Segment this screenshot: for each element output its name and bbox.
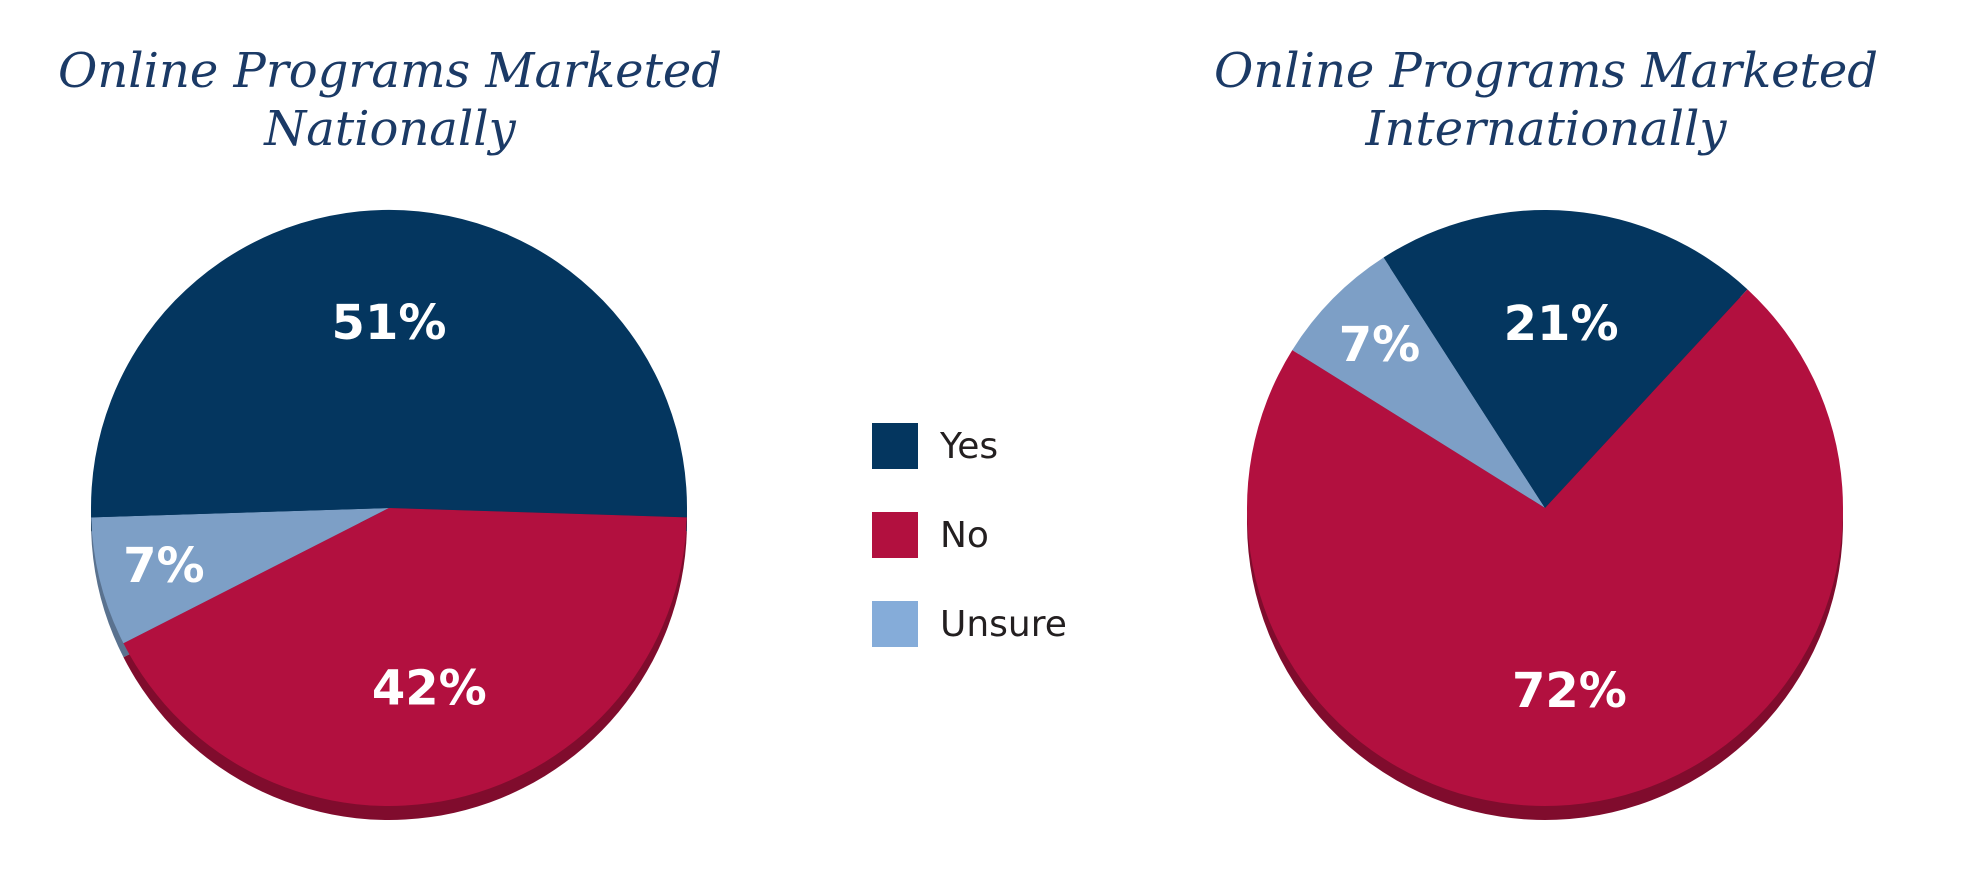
chart-title-international-line-2: Internationally	[1365, 101, 1727, 157]
pie-national-slice-yes	[90, 209, 687, 518]
chart-title-national-line-1: Online Programs Marketed	[57, 43, 722, 99]
pie-international-slice-yes	[1383, 210, 1748, 509]
legend-item-unsure: Unsure	[872, 601, 1067, 647]
chart-title-international-line-1: Online Programs Marketed	[1213, 43, 1878, 99]
legend-label-no: No	[940, 514, 989, 556]
legend-item-yes: Yes	[872, 423, 1067, 469]
legend-label-yes: Yes	[940, 425, 999, 467]
pie-international-slice-no	[1246, 289, 1843, 807]
legend-swatch-no	[872, 512, 918, 558]
pie-international-label-yes: 21%	[1504, 296, 1619, 352]
pie-national-label-no: 42%	[372, 660, 487, 716]
chart-title-national: Online Programs Marketed Nationally	[0, 42, 800, 158]
legend-swatch-unsure	[872, 601, 918, 647]
pie-international: 7% 21% 72%	[1246, 210, 1843, 821]
pie-national-slice-no	[123, 508, 687, 806]
legend-swatch-yes	[872, 423, 918, 469]
pie-national-label-yes: 51%	[332, 295, 447, 351]
legend-item-no: No	[872, 512, 1067, 558]
pie-national: 7% 51% 42%	[90, 209, 687, 820]
pie-national-slice-unsure	[91, 508, 390, 644]
pie-international-slice-unsure	[1292, 257, 1545, 508]
chart-title-international: Online Programs Marketed Internationally	[1136, 42, 1956, 158]
pie-national-label-unsure: 7%	[123, 538, 205, 594]
pie-international-label-unsure: 7%	[1339, 317, 1421, 373]
legend: Yes No Unsure	[872, 423, 1067, 690]
chart-title-national-line-2: Nationally	[264, 101, 516, 157]
legend-label-unsure: Unsure	[940, 603, 1067, 645]
pie-international-label-no: 72%	[1512, 663, 1627, 719]
